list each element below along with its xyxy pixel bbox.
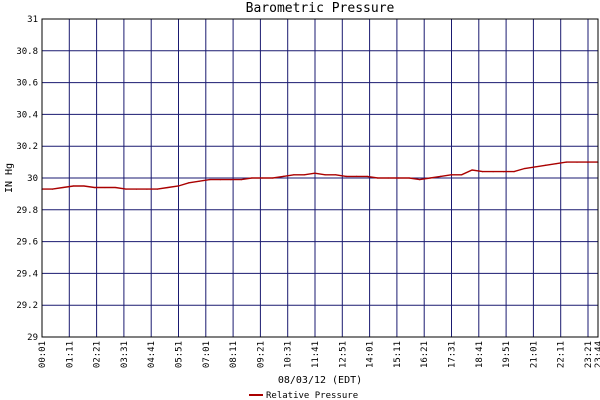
- data-point: [146, 188, 148, 190]
- y-axis-ticks: 29 29.2 29.4 29.6 29.8 30 30.2 30.4 30.6 30.8 31: [16, 15, 38, 343]
- data-point: [93, 186, 96, 189]
- data-point: [586, 161, 589, 163]
- y-tick-label: 30.4: [16, 110, 38, 120]
- x-tick-label: 07:01: [202, 341, 212, 368]
- data-point: [282, 175, 284, 178]
- y-tick-label: 29.4: [16, 269, 38, 279]
- data-point: [471, 169, 473, 171]
- x-tick-label: 12:51: [338, 341, 348, 368]
- y-tick-label: 30.6: [16, 79, 38, 89]
- data-point: [156, 188, 158, 190]
- y-tick-label: 29.8: [16, 206, 38, 216]
- x-tick-label: 17:31: [448, 341, 458, 368]
- data-point: [356, 175, 358, 178]
- data-point: [209, 178, 211, 181]
- x-tick-label: 11:41: [311, 341, 321, 368]
- data-point: [219, 178, 221, 181]
- x-tick-label: 18:41: [475, 341, 485, 368]
- x-axis-ticks: 00:01 01:11 02:21 03:31 04:41 05:51 07:01 08:11…: [38, 341, 600, 368]
- data-point: [125, 188, 127, 190]
- data-point: [387, 177, 389, 179]
- x-tick-label: 09:21: [256, 341, 266, 368]
- legend-label-relative-pressure: Relative Pressure: [266, 391, 358, 400]
- data-point: [230, 178, 232, 181]
- data-point: [408, 177, 410, 179]
- x-axis-label: 08/03/12 (EDT): [278, 375, 362, 386]
- data-point: [261, 177, 263, 179]
- x-tick-label: 10:31: [284, 341, 294, 368]
- x-tick-label: 08:11: [229, 341, 239, 368]
- data-point: [51, 188, 54, 190]
- x-tick-label: 16:21: [420, 341, 430, 368]
- data-point: [314, 172, 316, 174]
- x-tick-label: 21:01: [529, 341, 539, 368]
- data-point: [513, 171, 515, 173]
- data-point: [167, 186, 169, 189]
- x-tick-label: 00:01: [38, 341, 48, 368]
- data-point: [419, 178, 421, 181]
- data-point: [293, 174, 295, 176]
- data-point: [398, 177, 400, 179]
- data-point: [377, 177, 379, 179]
- x-tick-label: 01:11: [65, 341, 75, 368]
- data-point: [272, 177, 274, 179]
- y-tick-label: 29.2: [16, 301, 38, 311]
- data-point: [429, 177, 431, 179]
- data-point: [135, 188, 138, 190]
- y-tick-label: 29: [27, 333, 38, 343]
- x-tick-label: 19:51: [502, 341, 512, 368]
- data-point: [104, 186, 106, 189]
- x-tick-label: 22:11: [557, 341, 567, 368]
- data-point: [188, 182, 190, 184]
- data-point: [544, 164, 547, 166]
- data-point: [251, 177, 253, 179]
- x-tick-label: 02:21: [93, 341, 103, 368]
- series-line-relative-pressure: [42, 161, 598, 190]
- data-point: [565, 161, 568, 163]
- y-tick-label: 29.6: [16, 238, 38, 248]
- data-point: [303, 174, 305, 176]
- legend: Relative Pressure: [249, 391, 358, 400]
- data-point: [83, 185, 85, 187]
- data-point: [534, 166, 536, 168]
- data-point: [482, 171, 484, 173]
- x-tick-label: 05:51: [175, 341, 185, 368]
- series-group: [41, 161, 599, 190]
- data-point: [502, 171, 505, 173]
- data-point: [555, 163, 557, 165]
- data-point: [62, 186, 64, 189]
- data-point: [177, 185, 179, 187]
- y-tick-label: 30.8: [16, 47, 38, 57]
- data-point: [114, 186, 117, 189]
- plot-frame: [41, 18, 599, 338]
- data-point: [198, 180, 200, 182]
- data-point: [576, 161, 578, 163]
- x-tick-label: 14:01: [366, 341, 376, 368]
- data-point: [440, 175, 442, 178]
- data-point: [450, 174, 452, 176]
- data-point: [492, 171, 494, 173]
- data-point: [345, 175, 347, 178]
- x-tick-label: 23:44: [594, 341, 600, 368]
- y-tick-label: 30.2: [16, 142, 38, 152]
- data-point: [366, 175, 368, 178]
- data-point: [461, 174, 463, 176]
- y-tick-label: 31: [27, 15, 38, 25]
- data-point: [240, 178, 242, 181]
- data-point: [523, 167, 526, 170]
- x-tick-label: 23:21: [584, 341, 594, 368]
- y-axis-label: IN Hg: [4, 163, 15, 193]
- x-tick-label: 03:31: [120, 341, 130, 368]
- data-point: [324, 174, 326, 176]
- x-tick-label: 15:11: [393, 341, 403, 368]
- data-point: [335, 174, 337, 176]
- data-point: [72, 185, 75, 187]
- chart-title: Barometric Pressure: [246, 1, 395, 16]
- y-tick-label: 30: [27, 174, 38, 184]
- x-tick-label: 04:41: [147, 341, 157, 368]
